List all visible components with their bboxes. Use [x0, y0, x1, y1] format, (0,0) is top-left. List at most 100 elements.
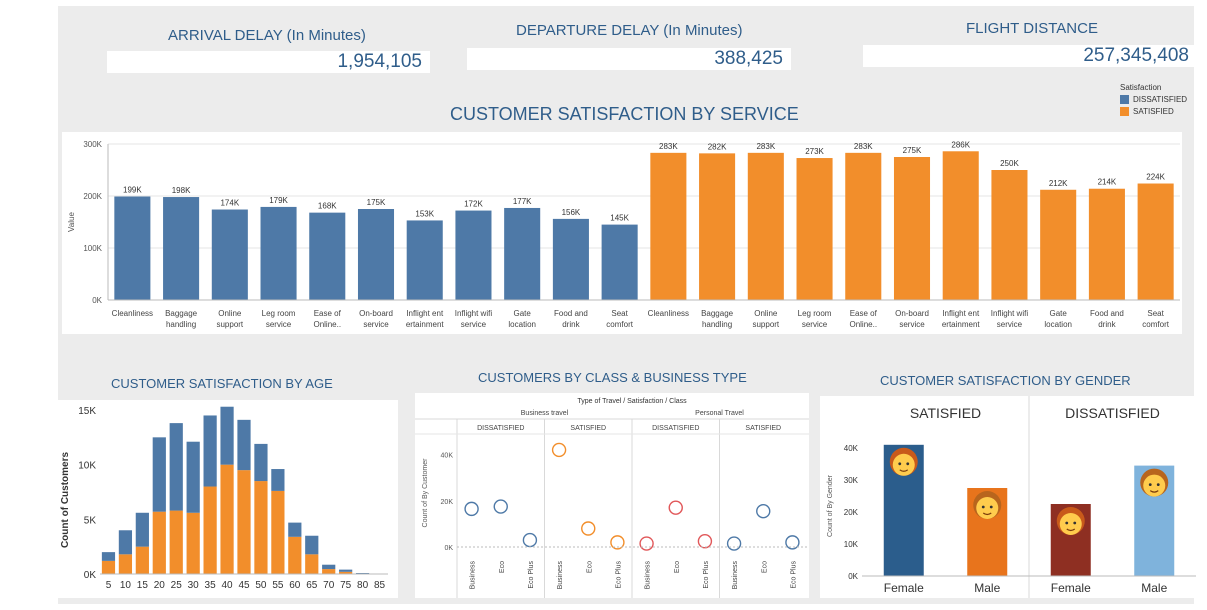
satisfaction-label: SATISFIED	[745, 425, 781, 432]
bar	[942, 151, 979, 300]
scatter-point	[610, 535, 625, 550]
x-tick-label: Gate	[514, 309, 532, 318]
scatter-point	[726, 536, 742, 551]
x-tick-label: Eco	[586, 561, 593, 573]
bar	[991, 170, 1028, 300]
scatter-point	[522, 532, 538, 548]
age-bar-chart: 0K 5K 10K 15K Count of Customers 5 10 15 20 25 30 3…	[60, 406, 388, 591]
arrival-delay-title: ARRIVAL DELAY (In Minutes)	[168, 27, 366, 44]
x-tick-label: 60	[289, 580, 301, 591]
x-tick-label: 5	[106, 580, 112, 591]
avatar-eye-icon	[1065, 521, 1069, 525]
y-axis-label: Count of By Gender	[827, 474, 834, 537]
avatar-eye-icon	[906, 462, 910, 466]
bar	[1137, 183, 1174, 300]
x-tick-label: Online..	[849, 320, 877, 329]
legend-item-dissatisfied[interactable]: DISSATISFIED	[1120, 95, 1187, 104]
scatter-point	[581, 521, 596, 536]
y-tick-label: 10K	[78, 461, 96, 472]
x-tick-label: 55	[272, 580, 284, 591]
male-avatar-icon	[1143, 474, 1166, 497]
data-label: 153K	[415, 209, 434, 218]
bar	[357, 209, 395, 300]
data-label: 275K	[903, 146, 922, 155]
x-tick-label: 35	[205, 580, 217, 591]
x-tick-label: 70	[323, 580, 335, 591]
data-label: 145K	[610, 214, 629, 223]
avatar-eye-icon	[981, 505, 985, 509]
y-tick-label: 5K	[84, 515, 97, 526]
y-tick-label: 0K	[444, 545, 453, 552]
x-tick-label: Baggage	[165, 309, 198, 318]
bar-satisfied	[322, 569, 336, 574]
panel-title: DISSATISFIED	[1065, 405, 1160, 421]
gender-chart-title: CUSTOMER SATISFACTION BY GENDER	[880, 373, 1131, 388]
x-tick-label: Seat	[1147, 309, 1164, 318]
scatter-point	[756, 503, 771, 519]
x-tick-label: Eco	[499, 561, 506, 573]
x-tick-label: Male	[974, 581, 1000, 595]
x-tick-label: location	[1044, 320, 1072, 329]
x-tick-label: support	[216, 320, 243, 329]
bar-dissatisfied	[220, 406, 234, 465]
bar	[406, 220, 443, 300]
data-label: 283K	[756, 142, 775, 151]
y-axis-label: Value	[67, 212, 76, 232]
x-tick-label: Cleanliness	[648, 309, 689, 318]
data-label: 198K	[172, 186, 191, 195]
data-label: 212K	[1049, 179, 1068, 188]
x-tick-label: service	[461, 320, 487, 329]
class-chart-panel: Type of Travel / Satisfaction / Class Bus…	[415, 393, 809, 598]
x-tick-label: 80	[357, 580, 369, 591]
x-tick-label: On-board	[895, 309, 929, 318]
age-chart-title: CUSTOMER SATISFACTION BY AGE	[111, 376, 333, 391]
x-tick-label: service	[899, 320, 925, 329]
x-tick-label: Food and	[554, 309, 588, 318]
data-label: 174K	[220, 199, 239, 208]
data-label: 199K	[123, 186, 142, 195]
x-tick-label: Ease of	[314, 309, 342, 318]
x-tick-label: Eco Plus	[615, 561, 622, 589]
bar	[552, 218, 589, 300]
bar-dissatisfied	[271, 469, 285, 491]
avatar-eye-icon	[1073, 521, 1077, 525]
x-tick-label: Eco Plus	[703, 561, 710, 589]
satisfaction-label: DISSATISFIED	[477, 425, 524, 432]
data-label: 283K	[854, 142, 873, 151]
x-tick-label: service	[802, 320, 828, 329]
bar	[1088, 188, 1125, 300]
bar	[211, 209, 248, 300]
bar-dissatisfied	[254, 443, 268, 482]
x-tick-label: Seat	[611, 309, 628, 318]
bar-satisfied	[254, 481, 268, 574]
legend-label-dissatisfied: DISSATISFIED	[1133, 95, 1188, 104]
legend-item-satisfied[interactable]: SATISFIED	[1120, 107, 1187, 116]
bar-dissatisfied	[339, 569, 353, 572]
male-avatar-icon	[976, 497, 999, 519]
bar	[796, 158, 833, 300]
avatar-smile-icon	[1066, 528, 1076, 532]
data-label: 250K	[1000, 159, 1019, 168]
bar-dissatisfied	[288, 522, 302, 537]
x-tick-label: 45	[238, 580, 250, 591]
x-tick-label: Inflight wifi	[991, 309, 1029, 318]
data-label: 282K	[708, 142, 727, 151]
x-tick-label: comfort	[1142, 320, 1169, 329]
service-chart-panel: 0K 100K 200K 300K Value 199K Cleanliness 198K Ba…	[62, 132, 1182, 334]
bar	[309, 212, 346, 300]
x-tick-label: Eco	[761, 561, 768, 573]
bar-satisfied	[271, 490, 285, 574]
data-label: 172K	[464, 200, 483, 209]
scatter-point	[697, 534, 713, 549]
x-tick-label: service	[363, 320, 389, 329]
bar-satisfied	[237, 470, 251, 574]
x-tick-label: Eco	[674, 561, 681, 573]
x-tick-label: Inflight ent	[406, 309, 444, 318]
bar-dissatisfied	[322, 564, 336, 570]
bar	[893, 157, 931, 300]
bar	[455, 210, 492, 300]
x-tick-label: Eco Plus	[790, 561, 797, 589]
x-tick-label: Business	[470, 561, 477, 590]
bar-satisfied	[118, 554, 133, 574]
bar	[163, 197, 200, 300]
